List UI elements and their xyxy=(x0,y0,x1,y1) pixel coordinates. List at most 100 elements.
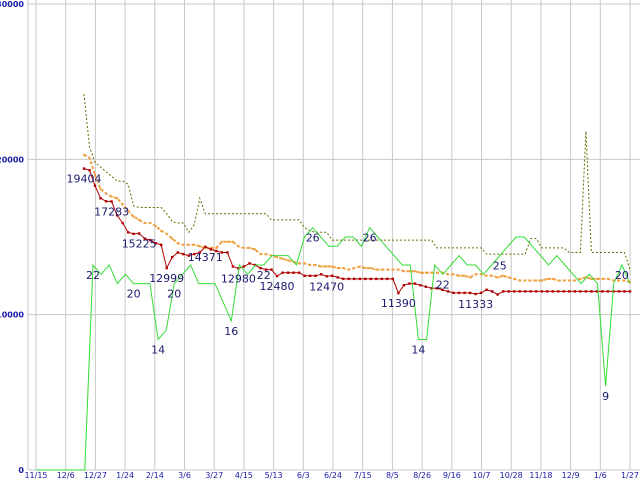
series-point-avg xyxy=(551,277,554,280)
data-label-count: 14 xyxy=(411,344,425,357)
series-point-avg xyxy=(447,273,449,276)
series-point-avg xyxy=(215,246,218,249)
series-point-avg xyxy=(198,245,201,248)
x-tick-label: 6/3 xyxy=(297,471,310,480)
series-point-avg xyxy=(254,248,256,251)
series-point-avg xyxy=(529,279,532,282)
series-point-price xyxy=(358,277,361,281)
series-point-price xyxy=(314,274,317,277)
series-point-price xyxy=(165,266,168,270)
x-tick-label: 6/24 xyxy=(324,471,342,480)
series-point-avg xyxy=(474,273,477,276)
series-point-price xyxy=(617,290,621,293)
series-point-avg xyxy=(231,240,234,243)
data-label-price: 11390 xyxy=(381,297,416,310)
x-tick-label: 2/14 xyxy=(146,471,164,480)
series-point-price xyxy=(160,243,163,246)
series-point-avg xyxy=(496,276,499,279)
series-point-avg xyxy=(573,279,576,282)
series-point-price xyxy=(413,282,417,285)
series-point-price xyxy=(535,290,538,293)
series-point-price xyxy=(182,252,185,256)
data-label-price: 19404 xyxy=(67,173,102,186)
series-point-price xyxy=(529,290,532,293)
series-point-price xyxy=(115,214,119,217)
series-point-avg xyxy=(612,279,615,282)
series-point-price xyxy=(606,290,610,293)
series-point-price xyxy=(562,290,565,293)
x-tick-label: 1/27 xyxy=(621,471,639,480)
series-point-avg xyxy=(143,222,146,224)
x-tick-label: 10/28 xyxy=(500,471,523,480)
series-point-avg xyxy=(303,262,306,265)
series-point-avg xyxy=(480,273,483,276)
series-point-avg xyxy=(342,267,345,270)
x-tick-label: 1/6 xyxy=(594,471,607,480)
series-point-avg xyxy=(568,279,571,282)
x-tick-label: 5/13 xyxy=(265,471,283,480)
series-point-price xyxy=(386,277,389,281)
series-point-price xyxy=(490,290,494,293)
series-point-avg xyxy=(557,279,560,282)
series-point-price xyxy=(275,274,279,278)
series-point-avg xyxy=(242,246,245,249)
series-point-price xyxy=(270,268,273,271)
series-line-avg xyxy=(83,153,631,283)
y-tick-label: 10000 xyxy=(0,311,24,320)
data-label-price: 12480 xyxy=(260,280,295,293)
series-point-avg xyxy=(287,259,290,262)
x-tick-label: 7/15 xyxy=(354,471,372,480)
y-tick-label: 20000 xyxy=(0,155,24,164)
series-point-avg xyxy=(259,253,262,256)
series-point-price xyxy=(568,290,571,293)
series-point-avg xyxy=(182,243,185,246)
series-point-avg xyxy=(220,240,223,243)
series-point-avg xyxy=(364,267,367,270)
series-point-avg xyxy=(154,225,157,228)
series-point-price xyxy=(342,277,345,281)
series-point-price xyxy=(601,290,604,293)
x-tick-label: 3/6 xyxy=(178,471,191,480)
series-point-price xyxy=(518,290,521,293)
series-point-price xyxy=(204,245,207,248)
series-point-price xyxy=(110,200,113,203)
series-point-price xyxy=(231,265,235,268)
series-point-avg xyxy=(518,279,521,282)
series-point-price xyxy=(546,290,549,293)
series-point-avg xyxy=(606,277,609,280)
series-point-price xyxy=(226,251,229,254)
series-point-avg xyxy=(618,279,620,282)
series-line-count xyxy=(36,226,631,471)
series-point-price xyxy=(595,290,599,293)
series-point-avg xyxy=(430,271,433,274)
series-point-price xyxy=(579,290,582,293)
series-point-avg xyxy=(132,215,135,218)
series-point-avg xyxy=(347,268,350,271)
series-point-avg xyxy=(629,281,631,283)
series-point-avg xyxy=(386,268,389,271)
series-point-price xyxy=(99,197,102,200)
series-point-price xyxy=(215,249,218,253)
series-point-price xyxy=(82,167,86,170)
series-point-price xyxy=(187,254,190,257)
series-point-avg xyxy=(237,245,240,248)
series-point-price xyxy=(320,273,323,276)
series-point-price xyxy=(375,277,378,281)
series-point-price xyxy=(292,271,295,274)
series-point-avg xyxy=(171,237,174,240)
series-point-avg xyxy=(546,277,549,280)
series-point-price xyxy=(138,232,141,235)
series-point-avg xyxy=(193,243,196,246)
series-point-price xyxy=(126,231,130,234)
series-point-price xyxy=(303,274,306,277)
data-label-count: 16 xyxy=(224,325,238,338)
series-point-price xyxy=(435,287,439,290)
series-point-avg xyxy=(248,246,251,249)
x-tick-label: 12/9 xyxy=(562,471,580,480)
series-point-price xyxy=(446,290,450,293)
series-point-price xyxy=(121,221,124,225)
series-point-avg xyxy=(116,197,119,200)
series-point-avg xyxy=(325,265,328,268)
y-axis-tick-labels: 0 10000 20000 30000 xyxy=(0,0,24,475)
series-point-price xyxy=(540,290,543,293)
